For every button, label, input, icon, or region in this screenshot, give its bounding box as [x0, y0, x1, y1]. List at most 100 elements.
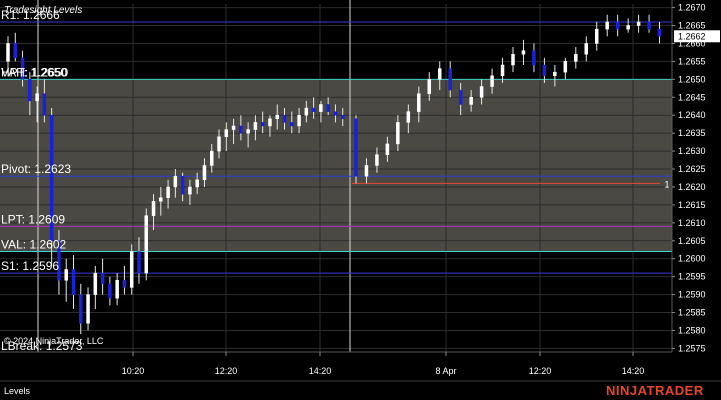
candle-body-up [500, 64, 505, 77]
candle [458, 82, 463, 116]
y-tick-label: 1.2625 [678, 164, 706, 174]
candle-body-down [79, 294, 83, 324]
candle-body-up [159, 197, 163, 202]
candle [20, 50, 25, 87]
candle [195, 172, 199, 195]
candle-body-up [469, 97, 473, 105]
candle-body-down [100, 272, 105, 285]
order-marker[interactable]: 1 [664, 179, 669, 189]
candle [500, 57, 505, 83]
candle-body-up [195, 179, 199, 188]
candle-body-down [137, 251, 141, 274]
candle-body-down [108, 283, 112, 299]
candle [437, 61, 442, 91]
y-tick-label: 1.2595 [678, 272, 706, 282]
candle-body-up [375, 154, 379, 166]
y-axis[interactable]: 1.2670 1.2665 1.2660 1.2655 1.2650 1.2645 1.26… [671, 0, 706, 353]
candle [260, 111, 265, 134]
candle [129, 244, 134, 295]
level-label-hpt: HPT: 1.2650 [1, 65, 67, 79]
candle-body-up [385, 143, 390, 155]
candle-body-up [253, 122, 258, 130]
x-tick-label: 12:20 [215, 366, 238, 376]
candle-body-down [28, 79, 32, 102]
candle [385, 136, 390, 162]
candle-body-up [246, 129, 250, 134]
candle [605, 14, 609, 37]
candle-body-down [49, 114, 54, 242]
candle [290, 111, 294, 134]
candle [217, 129, 221, 159]
level-label-s1: S1: 1.2596 [1, 259, 59, 273]
candle-body-up [231, 125, 236, 130]
candle [553, 64, 557, 87]
candle [209, 143, 214, 173]
candle [100, 258, 105, 295]
candle [282, 108, 287, 130]
candle [427, 72, 432, 101]
candle [311, 97, 316, 119]
candle [542, 57, 547, 83]
candle [396, 115, 400, 152]
candle-body-up [151, 201, 156, 216]
x-tick-label: 10:20 [122, 366, 145, 376]
current-price-label: 1.2662 [678, 31, 706, 41]
candle [511, 47, 515, 73]
candle [584, 36, 589, 62]
candle-body-up [166, 186, 170, 198]
candle [224, 122, 229, 152]
candle [657, 21, 662, 44]
x-axis[interactable]: 10:20 12:20 14:20 8 Apr 12:20 14:20 [0, 351, 672, 376]
candle-body-up [144, 215, 149, 274]
candle-body-up [553, 71, 557, 77]
candle-body-up [636, 21, 641, 26]
y-tick-label: 1.2670 [678, 3, 706, 13]
candle-body-up [86, 294, 90, 324]
candle-body-down [20, 57, 25, 80]
candle [108, 276, 112, 306]
y-tick-label: 1.2660 [678, 38, 706, 48]
candle-body-up [574, 53, 578, 62]
levels-tab[interactable]: Levels [4, 386, 31, 396]
candle-body-down [657, 28, 662, 37]
candle [448, 61, 452, 98]
candle [137, 237, 141, 284]
candle-body-up [6, 43, 10, 62]
candle [354, 115, 358, 184]
candle [364, 158, 369, 184]
grid [0, 4, 672, 352]
y-tick-label: 1.2655 [678, 56, 706, 66]
candle-body-down [42, 93, 47, 116]
candle-body-down [122, 279, 127, 288]
candle [13, 32, 18, 62]
level-label-vah: VAH: 1.2650 [1, 65, 68, 79]
candle-body-up [93, 272, 98, 295]
candle-body-up [605, 21, 609, 30]
candle-body-down [239, 125, 243, 134]
candle [151, 194, 156, 231]
candle-body-up [427, 79, 432, 94]
candle [71, 255, 76, 309]
y-tick-label: 1.2590 [678, 290, 706, 300]
ninjatrader-logo: NINJATRADER [606, 383, 704, 398]
chart-title: Tradesight Levels [4, 5, 82, 16]
candle-body-up [511, 53, 515, 66]
y-tick-label: 1.2605 [678, 236, 706, 246]
candle [304, 100, 309, 123]
candle [333, 104, 338, 123]
candle [188, 179, 192, 205]
x-tick-label: 8 Apr [435, 366, 456, 376]
candle [122, 265, 127, 295]
candle [159, 186, 163, 216]
candle [86, 287, 90, 331]
candle-body-up [364, 165, 369, 177]
candle-body-down [290, 122, 294, 127]
brand-prefix: NINJA [606, 383, 648, 398]
x-tick-label: 14:20 [622, 366, 645, 376]
candle-body-down [647, 21, 651, 30]
candle [246, 122, 250, 148]
candle-body-up [188, 186, 192, 195]
candle-body-up [479, 86, 484, 98]
